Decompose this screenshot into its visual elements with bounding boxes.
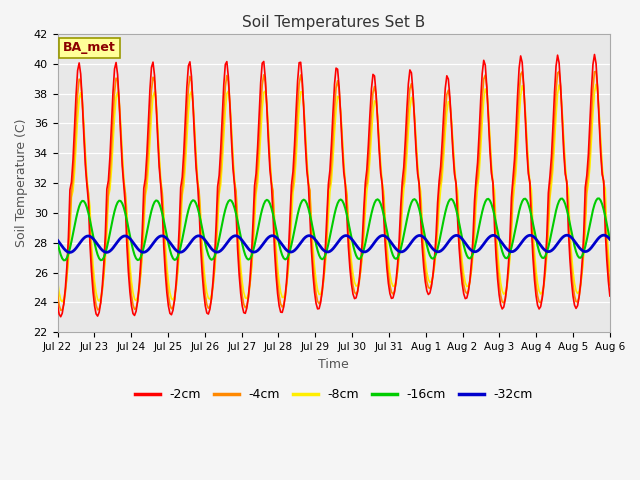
-16cm	[57, 252, 65, 258]
-32cm	[29, 250, 37, 255]
-32cm	[38, 241, 46, 247]
-8cm	[321, 262, 329, 267]
Line: -8cm: -8cm	[20, 84, 610, 302]
-2cm	[438, 139, 446, 144]
-4cm	[526, 182, 534, 188]
-32cm	[57, 241, 65, 247]
-32cm	[606, 236, 614, 242]
-8cm	[592, 82, 600, 87]
-4cm	[20, 308, 28, 313]
Line: -4cm: -4cm	[20, 72, 610, 311]
-2cm	[321, 246, 329, 252]
-4cm	[606, 282, 614, 288]
-2cm	[606, 293, 614, 299]
X-axis label: Time: Time	[318, 358, 349, 371]
-8cm	[38, 97, 46, 103]
-2cm	[605, 278, 612, 284]
-4cm	[438, 159, 446, 165]
-4cm	[38, 77, 46, 83]
-16cm	[595, 195, 603, 201]
-4cm	[17, 291, 24, 297]
-4cm	[592, 69, 600, 74]
-16cm	[38, 204, 46, 210]
-2cm	[20, 314, 28, 320]
Line: -16cm: -16cm	[20, 198, 610, 261]
Legend: -2cm, -4cm, -8cm, -16cm, -32cm: -2cm, -4cm, -8cm, -16cm, -32cm	[129, 384, 538, 406]
-4cm	[321, 257, 329, 263]
-16cm	[438, 224, 446, 230]
-8cm	[606, 268, 614, 274]
-8cm	[57, 297, 65, 302]
-16cm	[17, 240, 24, 245]
-2cm	[57, 314, 65, 320]
Y-axis label: Soil Temperature (C): Soil Temperature (C)	[15, 119, 28, 247]
-32cm	[438, 247, 446, 252]
Title: Soil Temperatures Set B: Soil Temperatures Set B	[242, 15, 426, 30]
-8cm	[526, 180, 534, 186]
Line: -32cm: -32cm	[20, 235, 610, 252]
-32cm	[526, 232, 534, 238]
-32cm	[605, 235, 612, 240]
-2cm	[17, 303, 24, 309]
-16cm	[23, 258, 31, 264]
-4cm	[605, 265, 612, 271]
Line: -2cm: -2cm	[20, 55, 610, 317]
-4cm	[57, 307, 65, 313]
-16cm	[606, 237, 614, 242]
-16cm	[605, 229, 612, 235]
-8cm	[605, 251, 612, 256]
-32cm	[17, 237, 24, 243]
-16cm	[526, 206, 534, 212]
-2cm	[591, 52, 598, 58]
-2cm	[526, 180, 534, 185]
-32cm	[321, 249, 329, 254]
-2cm	[38, 60, 46, 66]
-32cm	[600, 232, 607, 238]
-8cm	[438, 174, 446, 180]
-8cm	[17, 277, 24, 283]
-16cm	[321, 252, 329, 258]
Text: BA_met: BA_met	[63, 41, 116, 54]
-8cm	[22, 300, 29, 305]
